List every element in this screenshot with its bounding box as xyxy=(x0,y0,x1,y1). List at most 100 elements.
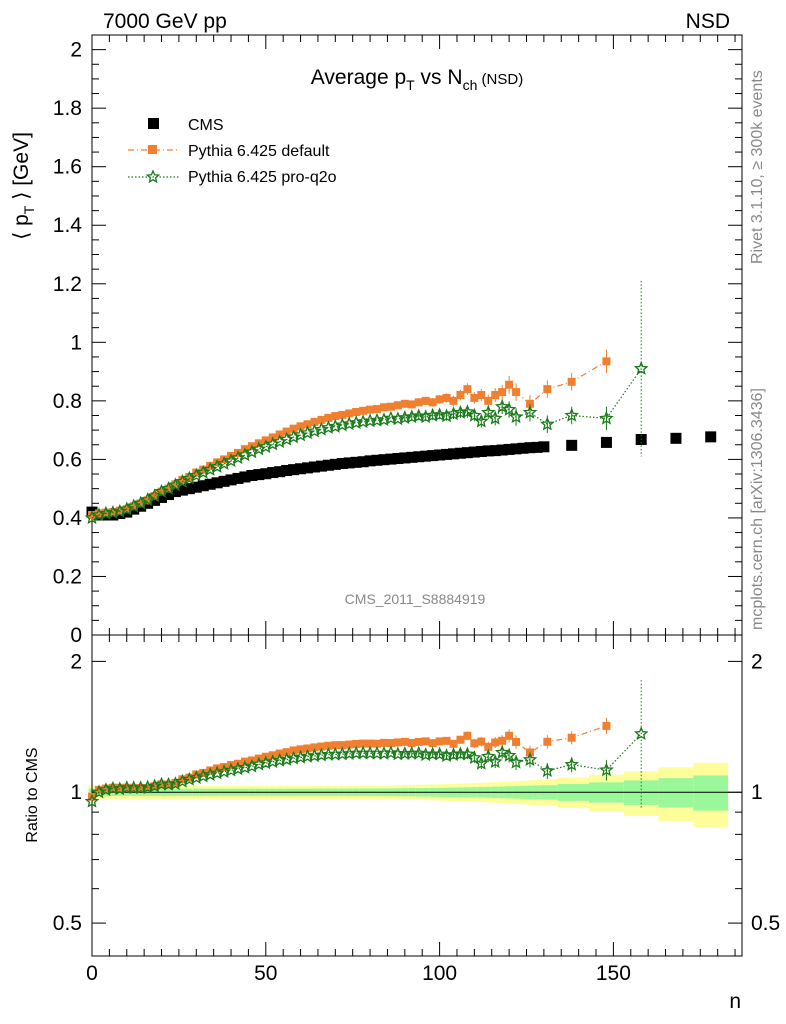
cms-point xyxy=(211,477,223,489)
pythia-default-point xyxy=(303,420,312,429)
header-left: 7000 GeV pp xyxy=(103,10,227,33)
pythia-proq2o-ratio-point xyxy=(202,766,218,782)
pythia-proq2o-ratio-point xyxy=(209,765,225,780)
pythia-default-point xyxy=(345,409,354,418)
pythia-proq2o-ratio-point xyxy=(265,754,281,769)
pythia-proq2o-point xyxy=(404,409,420,424)
pythia-proq2o-ratio-point xyxy=(133,780,149,795)
pythia-proq2o-point xyxy=(300,425,315,440)
pythia-proq2o-point xyxy=(418,409,434,424)
pythia-default-point xyxy=(206,461,215,470)
cms-point xyxy=(329,458,341,470)
cms-point xyxy=(489,445,501,457)
pythia-proq2o-ratio-point xyxy=(188,770,204,785)
pythia-default-ratio-point xyxy=(393,738,402,747)
cms-point xyxy=(246,469,258,481)
cms-point xyxy=(302,462,314,474)
pythia-default-ratio-point xyxy=(338,741,347,750)
pythia-proq2o-point xyxy=(599,410,614,425)
pythia-default-point xyxy=(463,385,472,394)
pythia-proq2o-point xyxy=(501,401,517,416)
pythia-default-ratio-point xyxy=(543,737,552,746)
pythia-default-ratio-point xyxy=(428,739,437,748)
cms-point xyxy=(308,461,320,473)
x-tick-label: 150 xyxy=(596,962,631,985)
x-axis-title: n xyxy=(729,990,741,1013)
cms-point xyxy=(315,460,327,472)
pythia-proq2o-point xyxy=(314,421,329,436)
pythia-default-ratio-point xyxy=(477,737,486,746)
pythia-proq2o-ratio-point xyxy=(522,752,538,766)
pythia-proq2o-point xyxy=(376,412,392,427)
y-tick-label: 0.6 xyxy=(53,448,82,471)
pythia-proq2o-point xyxy=(633,361,649,375)
legend: CMS Pythia 6.425 default Pythia 6.425 pr… xyxy=(128,117,337,186)
pythia-proq2o-ratio-point xyxy=(376,745,392,760)
legend-label-cms: CMS xyxy=(188,117,224,134)
y-tick-label: 1.6 xyxy=(53,156,82,179)
pythia-default-point xyxy=(386,402,395,411)
axes-frame: 0 50 100 150 0 0.2 0.4 0.6 0.8 1 1.2 1.4 1.6 1.8 2 0.5 0… xyxy=(53,34,780,985)
x-tick-label: 100 xyxy=(422,962,457,985)
pythia-proq2o-ratio-point xyxy=(251,756,267,771)
pythia-proq2o-ratio-point xyxy=(286,750,301,765)
pythia-default-point xyxy=(567,377,576,386)
pythia-default-point xyxy=(88,511,96,519)
pythia-default-ratio-point xyxy=(407,738,416,747)
cms-point xyxy=(531,441,543,453)
cms-point xyxy=(295,463,307,475)
cms-point xyxy=(364,455,376,467)
pythia-default-point xyxy=(366,405,375,414)
pythia-default-point xyxy=(505,380,514,389)
cms-point xyxy=(274,466,286,478)
pythia-default-ratio-point xyxy=(171,778,180,787)
pythia-proq2o-ratio-point xyxy=(161,776,176,791)
ratio-uncertainty-bands xyxy=(88,762,729,828)
y-tick-label: 1.8 xyxy=(53,97,82,120)
pythia-proq2o-ratio-point xyxy=(599,762,614,777)
pythia-default-point xyxy=(178,475,187,484)
pythia-default-point xyxy=(470,393,479,402)
pythia-proq2o-ratio-point xyxy=(481,748,496,763)
pythia-proq2o-point xyxy=(369,412,385,427)
cms-point xyxy=(538,441,550,453)
pythia-default-ratio-point xyxy=(310,743,319,752)
cms-point xyxy=(441,448,453,460)
y-tick-label: 0.4 xyxy=(53,507,83,530)
pythia-default-ratio-point xyxy=(456,735,465,744)
legend-star-icon xyxy=(145,169,161,184)
cms-point xyxy=(447,448,459,460)
cms-point xyxy=(503,443,515,455)
pythia-proq2o-point xyxy=(105,504,121,519)
side-text-bottom: mcplots.cern.ch [arXiv:1306.3436] xyxy=(749,388,766,630)
x-tick-label: 50 xyxy=(254,962,277,985)
pythia-default-ratio-point xyxy=(449,739,458,748)
cms-point xyxy=(510,443,522,455)
pythia-proq2o-ratio-point xyxy=(564,756,580,771)
cms-point xyxy=(169,486,181,498)
cms-point xyxy=(190,481,202,493)
cms-point xyxy=(517,442,529,454)
legend-label-pythia-default: Pythia 6.425 default xyxy=(188,143,330,160)
legend-marker-pythia-proq2o xyxy=(128,169,180,184)
ratio-tick-label-left: 1 xyxy=(70,781,82,804)
cms-point xyxy=(454,447,466,459)
cms-point xyxy=(322,459,334,471)
pythia-proq2o-ratio-point xyxy=(98,782,114,797)
pythia-default-point xyxy=(108,508,117,517)
pythia-default-ratio-point xyxy=(373,739,382,748)
pythia-proq2o-ratio-point xyxy=(432,746,447,761)
pythia-default-ratio-point xyxy=(324,741,333,750)
pythia-default-ratio-point xyxy=(289,746,298,755)
pythia-default-ratio-point xyxy=(602,721,611,730)
ratio-tick-label-right: 0.5 xyxy=(751,912,780,935)
pythia-proq2o-point xyxy=(98,505,114,520)
cms-point xyxy=(670,432,682,444)
pythia-default-ratio-point xyxy=(505,731,514,740)
cms-point xyxy=(156,491,168,503)
pythia-proq2o-ratio-point xyxy=(84,793,100,808)
pythia-proq2o-point xyxy=(334,417,350,432)
ratio-tick-label-right: 1 xyxy=(751,781,763,804)
pythia-default-point xyxy=(456,391,465,399)
band-inner-segment xyxy=(658,778,694,808)
